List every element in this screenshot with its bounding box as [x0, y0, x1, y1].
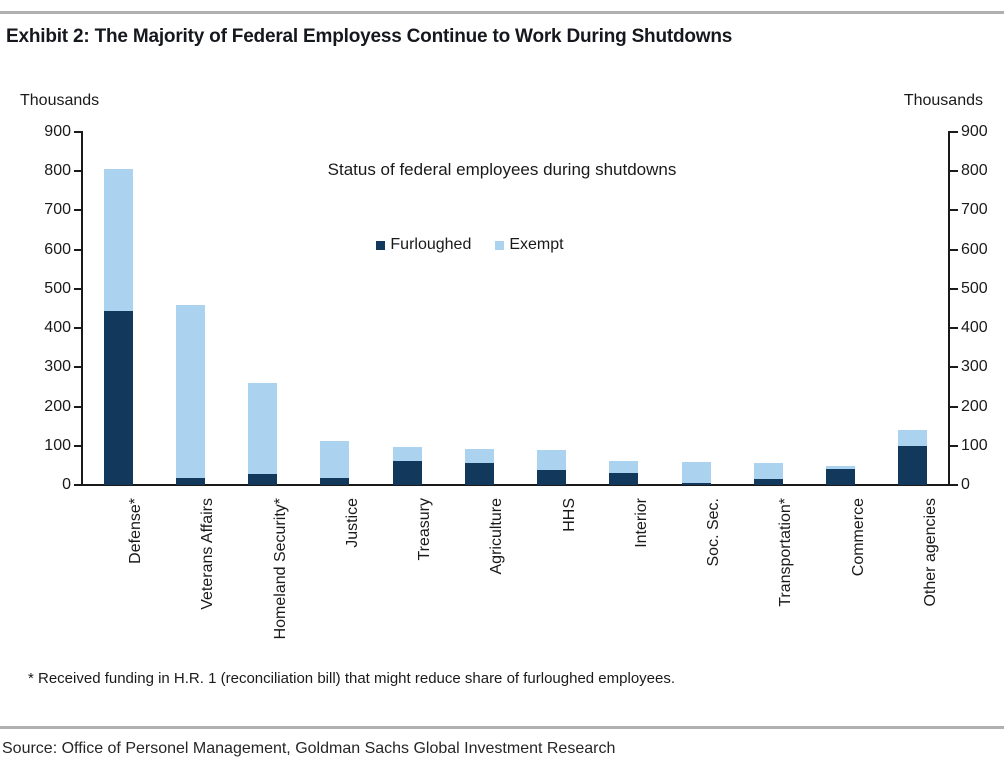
bar-segment-furloughed	[826, 469, 856, 485]
bar-segment-exempt	[609, 460, 639, 474]
bar-segment-exempt	[898, 430, 928, 446]
legend-label: Exempt	[509, 236, 564, 253]
bar-segment-exempt	[320, 440, 350, 479]
y-tick-label-left: 300	[44, 358, 71, 376]
x-axis-line	[81, 484, 950, 486]
y-tick-left	[74, 209, 82, 212]
x-axis-label: Defense*	[127, 498, 145, 564]
y-tick-right	[950, 444, 958, 447]
x-axis-label: Justice	[343, 498, 361, 548]
y-tick-label-left: 500	[44, 279, 71, 297]
bar-segment-furloughed	[464, 463, 494, 485]
y-tick-right	[950, 209, 958, 212]
y-tick-right	[950, 366, 958, 369]
y-tick-label-right: 100	[961, 436, 988, 454]
bar-segment-exempt	[464, 448, 494, 464]
x-axis-label: Treasury	[416, 498, 434, 561]
y-tick-label-right: 800	[961, 162, 988, 180]
bar-segment-furloughed	[609, 473, 639, 485]
y-tick-label-right: 600	[961, 240, 988, 258]
y-tick-left	[74, 131, 82, 133]
y-tick-right	[950, 405, 958, 408]
source-divider	[0, 726, 1004, 729]
x-axis-label: Agriculture	[488, 498, 506, 575]
y-tick-label-left: 900	[44, 123, 71, 140]
legend-swatch-icon	[495, 240, 505, 250]
y-tick-label-left: 400	[44, 319, 71, 337]
bar-segment-furloughed	[681, 482, 711, 485]
y-tick-right	[950, 248, 958, 251]
x-axis-label: Transportation*	[777, 498, 795, 607]
chart-title: Status of federal employees during shutd…	[327, 160, 677, 179]
bar-segment-furloughed	[537, 470, 567, 485]
legend-item-furloughed: Furloughed	[376, 236, 471, 254]
y-tick-label-left: 800	[44, 162, 71, 180]
legend-swatch-icon	[376, 240, 386, 250]
y-tick-right	[950, 131, 958, 133]
y-tick-right	[950, 170, 958, 173]
bar-segment-exempt	[103, 169, 133, 312]
bar-segment-furloughed	[320, 478, 350, 485]
legend-item-exempt: Exempt	[495, 236, 564, 254]
y-tick-label-left: 200	[44, 397, 71, 415]
legend-label: Furloughed	[390, 236, 472, 253]
y-tick-label-right: 200	[961, 397, 988, 415]
chart-legend: Furloughed Exempt	[0, 236, 972, 254]
bar-segment-exempt	[248, 383, 278, 475]
y-axis-left-line	[81, 131, 83, 486]
x-axis-label: Homeland Security*	[271, 498, 289, 640]
y-tick-label-right: 700	[961, 201, 988, 219]
bar-segment-furloughed	[248, 474, 278, 485]
y-tick-left	[74, 444, 82, 447]
y-tick-label-left: 100	[44, 436, 71, 454]
top-divider	[0, 11, 1004, 14]
footnote: * Received funding in H.R. 1 (reconcilia…	[28, 670, 676, 687]
bar-segment-exempt	[826, 466, 856, 470]
bar-segment-furloughed	[175, 478, 205, 485]
bar-segment-furloughed	[753, 478, 783, 485]
y-axis-right-line	[948, 131, 950, 486]
y-tick-label-right: 500	[961, 279, 988, 297]
bar-segment-furloughed	[898, 445, 928, 485]
x-axis-label: HHS	[560, 498, 578, 532]
right-axis-unit-label: Thousands	[903, 92, 983, 109]
y-tick-label-right: 300	[961, 358, 988, 376]
x-axis-label: Other agencies	[921, 498, 939, 607]
y-tick-left	[74, 405, 82, 408]
y-tick-label-left: 0	[62, 476, 71, 493]
y-tick-left	[74, 484, 82, 486]
bar-segment-exempt	[681, 462, 711, 483]
y-tick-label-right: 400	[961, 319, 988, 337]
y-tick-right	[950, 327, 958, 330]
exhibit-title: Exhibit 2: The Majority of Federal Emplo…	[6, 26, 733, 47]
bar-segment-furloughed	[103, 311, 133, 485]
bar-segment-exempt	[753, 462, 783, 479]
x-axis-label: Soc. Sec.	[705, 498, 723, 567]
source-line: Source: Office of Personel Management, G…	[2, 740, 616, 757]
y-tick-label-right: 0	[961, 476, 970, 493]
bar-segment-furloughed	[392, 461, 422, 485]
y-tick-left	[74, 170, 82, 173]
y-tick-label-right: 900	[961, 123, 988, 140]
y-tick-left	[74, 366, 82, 369]
left-axis-unit-label: Thousands	[20, 92, 100, 109]
y-tick-left	[74, 287, 82, 290]
y-tick-label-left: 700	[44, 201, 71, 219]
y-tick-right	[950, 287, 958, 290]
bar-segment-exempt	[175, 304, 205, 479]
bar-segment-exempt	[537, 450, 567, 471]
x-axis-label: Veterans Affairs	[199, 498, 217, 610]
y-tick-label-left: 600	[44, 240, 71, 258]
y-tick-left	[74, 327, 82, 330]
y-tick-right	[950, 484, 958, 486]
y-tick-left	[74, 248, 82, 251]
bar-segment-exempt	[392, 446, 422, 462]
x-axis-label: Interior	[632, 498, 650, 548]
x-axis-label: Commerce	[849, 498, 867, 577]
